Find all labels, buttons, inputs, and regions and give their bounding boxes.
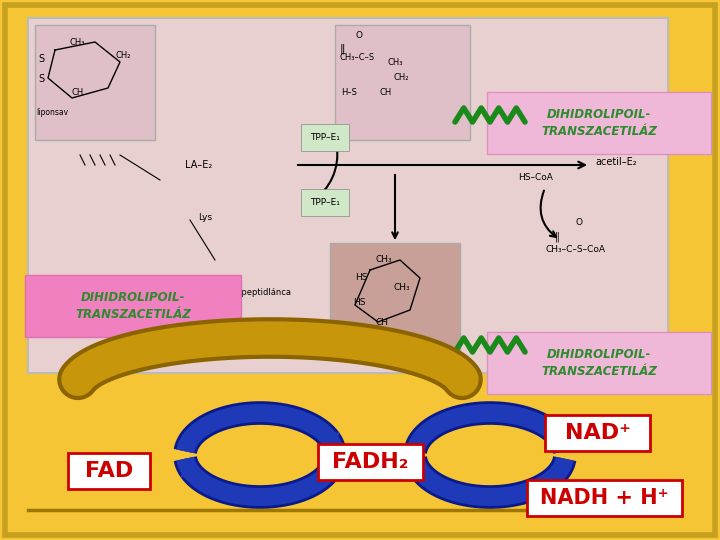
Text: TPP–E₁: TPP–E₁ [310, 198, 340, 207]
FancyBboxPatch shape [28, 18, 668, 373]
Text: E₂ polipeptidlánca: E₂ polipeptidlánca [215, 288, 291, 297]
FancyBboxPatch shape [335, 25, 470, 140]
FancyBboxPatch shape [527, 480, 682, 516]
Text: CH₃: CH₃ [388, 58, 403, 67]
FancyBboxPatch shape [5, 5, 715, 535]
Text: CH₂: CH₂ [393, 73, 408, 82]
Text: CH₃: CH₃ [393, 283, 410, 292]
Text: CH₃–C–S: CH₃–C–S [340, 53, 375, 62]
Text: O: O [575, 218, 582, 227]
Text: FAD: FAD [85, 461, 133, 481]
Text: DIHIDROLIPOIL-
TRANSZACETILÁZ: DIHIDROLIPOIL- TRANSZACETILÁZ [75, 291, 191, 321]
Text: HS–CoA: HS–CoA [518, 173, 553, 182]
FancyBboxPatch shape [35, 25, 155, 140]
FancyBboxPatch shape [487, 332, 711, 394]
Text: CH: CH [376, 318, 389, 327]
Text: FADH₂: FADH₂ [332, 452, 409, 472]
Text: acetil–E₂: acetil–E₂ [595, 157, 636, 167]
Text: ‖: ‖ [555, 232, 560, 242]
FancyBboxPatch shape [68, 453, 150, 489]
Text: H–S: H–S [341, 88, 357, 97]
FancyBboxPatch shape [25, 275, 241, 337]
Text: NADH + H⁺: NADH + H⁺ [540, 488, 669, 508]
Text: CH₂: CH₂ [115, 51, 130, 60]
Text: S: S [38, 54, 44, 64]
Text: NAD⁺: NAD⁺ [564, 423, 631, 443]
Text: S: S [38, 74, 44, 84]
FancyBboxPatch shape [487, 92, 711, 154]
FancyBboxPatch shape [318, 444, 423, 480]
Text: HS: HS [355, 273, 367, 282]
FancyBboxPatch shape [545, 415, 650, 451]
Text: CH: CH [380, 88, 392, 97]
Text: TPP–E₁: TPP–E₁ [310, 133, 340, 142]
Text: LA–E₂: LA–E₂ [185, 160, 212, 170]
Text: DIHIDROLIPOIL-
TRANSZACETILÁZ: DIHIDROLIPOIL- TRANSZACETILÁZ [541, 108, 657, 138]
Text: ‖: ‖ [340, 44, 346, 55]
Text: O: O [355, 31, 362, 40]
Text: CH₃–C–S–CoA: CH₃–C–S–CoA [545, 245, 605, 254]
FancyBboxPatch shape [330, 243, 460, 353]
Text: CH₃: CH₃ [70, 38, 86, 47]
Text: CH: CH [72, 88, 84, 97]
Text: HS: HS [353, 298, 366, 307]
Text: liponsav: liponsav [36, 108, 68, 117]
Text: Lys: Lys [198, 213, 212, 222]
Text: DIHIDROLIPOIL-
TRANSZACETILÁZ: DIHIDROLIPOIL- TRANSZACETILÁZ [541, 348, 657, 378]
Text: CH₃: CH₃ [375, 255, 392, 264]
